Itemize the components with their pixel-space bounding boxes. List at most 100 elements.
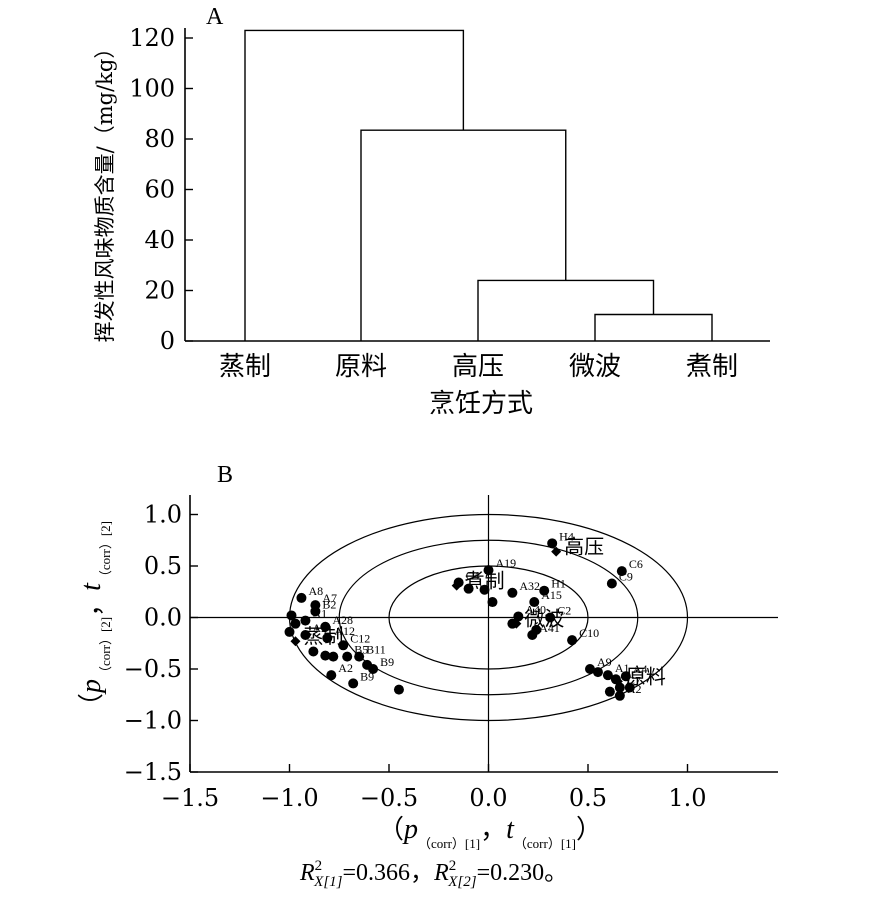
score-point: [483, 565, 494, 576]
score-point-label: B9: [380, 655, 394, 669]
x-title-t: t: [506, 814, 515, 845]
score-point: [310, 606, 321, 617]
score-point: [290, 618, 301, 629]
score-point: [463, 583, 474, 594]
score-plot-y-axis-title: （p（corr）[2]，t（corr）[2]: [76, 521, 113, 719]
dendrogram-link: [244, 29, 465, 341]
score-point-label: C10: [579, 626, 599, 640]
score-point-label: A15: [541, 588, 562, 602]
x-title-sub2: （corr）[1]: [514, 836, 576, 851]
score-point: [527, 630, 538, 641]
dendrogram-link: [594, 313, 713, 341]
dendrogram-category-label: 蒸制: [219, 352, 271, 382]
x-title-open: （: [378, 815, 404, 844]
score-point-label: A1: [312, 607, 327, 621]
formula-sub2: X[2]: [447, 874, 477, 890]
score-point: [624, 682, 635, 693]
score-point: [620, 671, 631, 682]
y-title-comma: ，: [77, 591, 106, 617]
dendrogram-y-tick-label: 60: [144, 176, 175, 204]
dendrogram-category-label: 微波: [569, 352, 621, 382]
score-point: [606, 578, 617, 589]
score-point: [547, 538, 558, 549]
score-point: [342, 651, 353, 662]
x-title-close: ）: [576, 815, 602, 844]
score-plot-x-tick-label: 0.0: [469, 784, 507, 812]
score-point: [284, 626, 295, 637]
score-point-label: A40: [525, 602, 546, 616]
score-plot-y-tick-label: −1.5: [124, 758, 182, 786]
score-point-label: A9: [597, 655, 612, 669]
dendrogram-y-tick-label: 40: [144, 226, 175, 254]
dendrogram-y-tick-label: 120: [129, 24, 175, 52]
group-centroid-marker: [511, 618, 522, 629]
y-title-p: p: [76, 679, 107, 695]
score-point: [602, 670, 613, 681]
formula-r1: R: [299, 860, 315, 886]
score-point: [286, 610, 297, 621]
score-point: [320, 621, 331, 632]
formula-sup1: 2: [315, 858, 323, 874]
group-centroid-marker: [290, 636, 301, 647]
score-point-label: A8: [308, 584, 323, 598]
score-point: [616, 566, 627, 577]
score-plot-x-tick-label: 1.0: [668, 784, 706, 812]
score-point: [507, 587, 518, 598]
score-plot-y-tick-label: 0.5: [144, 552, 182, 580]
group-label: 高压: [564, 535, 604, 559]
score-point: [393, 684, 404, 695]
score-plot-y-tick-label: −1.0: [124, 707, 182, 735]
score-point-label: C12: [350, 631, 370, 645]
score-plot-x-axis-title: （p（corr）[1]，t（corr）[1]）: [378, 814, 602, 851]
score-point: [348, 678, 359, 689]
panel-b-label: B: [217, 462, 233, 488]
score-point: [479, 584, 490, 595]
dendrogram-y-axis-title: 挥发性风味物质含量/（mg/kg）: [93, 38, 117, 343]
dendrogram-tree: [244, 29, 713, 341]
dendrogram-category-label: 原料: [335, 352, 387, 382]
score-plot-y-tick-label: 0.0: [144, 604, 182, 632]
dendrogram-category-label: 高压: [452, 352, 504, 382]
score-plot-panel: B −1.5 −1.0 −0.5 0.0 0.5 1.0 −1.5 −1.0 −0.5 0.0 0.…: [76, 462, 778, 890]
score-point: [354, 651, 365, 662]
score-plot-x-tick-label: 0.5: [569, 784, 607, 812]
group-label: 煮制: [465, 569, 505, 593]
dendrogram-x-axis-title: 烹饪方式: [429, 389, 533, 419]
dendrogram-y-tick-label: 20: [144, 277, 175, 305]
group-centroid-marker: [612, 676, 623, 687]
score-point: [604, 686, 615, 697]
dendrogram-link: [477, 279, 655, 341]
group-centroid-marker: [551, 546, 562, 557]
score-plot-y-tick-label: 1.0: [144, 501, 182, 529]
dendrogram-panel: A 0 20 40 60 80 100 120 蒸制 原料 高压 微波 煮制 烹饪方式 挥发性风味物…: [93, 4, 770, 419]
score-point-label: H4: [559, 529, 574, 543]
formula-sub1: X[1]: [313, 874, 343, 890]
score-point: [592, 667, 603, 678]
group-centroid-marker: [451, 580, 462, 591]
formula-sup2: 2: [449, 858, 457, 874]
y-title-open: （: [77, 693, 106, 719]
y-title-sub1: （corr）[2]: [98, 617, 113, 679]
score-point-label: A2: [338, 661, 353, 675]
score-point-label: B11: [366, 643, 386, 657]
score-point: [529, 597, 540, 608]
score-point-label: A7: [322, 591, 337, 605]
score-point-label: C7: [627, 674, 641, 688]
score-point: [322, 633, 333, 644]
score-point-label: A19: [496, 556, 517, 570]
variance-explained-formula: R2 X[1]=0.366，R2 X[2]=0.230。: [299, 858, 568, 890]
score-point: [487, 597, 498, 608]
dendrogram-y-tick-label: 0: [160, 327, 175, 355]
score-point-label: A4: [633, 662, 648, 676]
score-point: [300, 630, 311, 641]
score-point-label: C2: [557, 604, 571, 618]
score-plot-ticks: −1.5 −1.0 −0.5 0.0 0.5 1.0 −1.5 −1.0 −0.5 0.0 0.5 1…: [124, 501, 707, 813]
score-point-label: C4: [466, 568, 480, 582]
score-point: [539, 585, 550, 596]
group-label: 微波: [524, 607, 564, 631]
dendrogram-y-tick-label: 80: [144, 125, 175, 153]
score-plot-x-tick-label: −1.5: [161, 784, 219, 812]
score-point-label: A28: [332, 613, 353, 627]
